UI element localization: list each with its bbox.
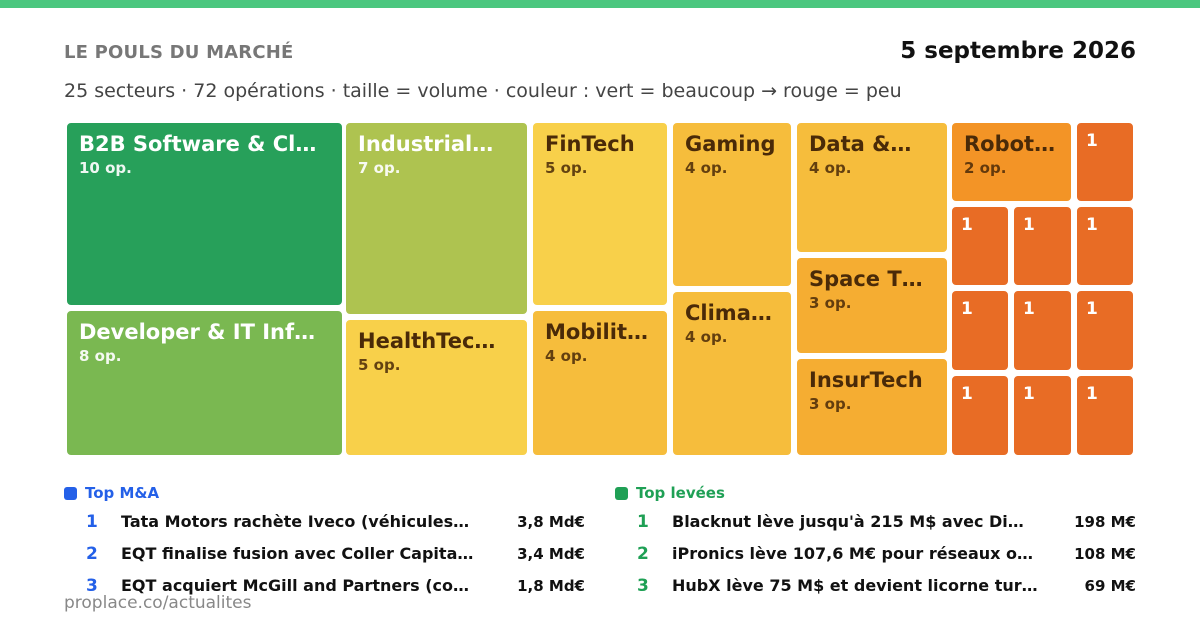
tile-sector-name: InsurTech — [809, 368, 923, 392]
tile-count-label: 4 op. — [685, 159, 728, 177]
treemap-tile: FinTech 5 op. — [530, 120, 670, 308]
top-ma-marker-icon — [64, 486, 77, 500]
tile-sector-name: Industrial… — [358, 132, 494, 156]
top-ma-amount: 1,8 Md€ — [517, 577, 585, 595]
treemap-tile: 1 — [1011, 204, 1074, 288]
footer-url: proplace.co/actualites — [64, 593, 252, 613]
tile-count-label: 1 — [1086, 131, 1098, 151]
top-ma-amount: 3,8 Md€ — [517, 513, 585, 531]
top-ma-headline: EQT finalise fusion avec Coller Capita… — [121, 544, 474, 563]
top-ma-row: 3 EQT acquiert McGill and Partners (co… 1,… — [64, 574, 585, 598]
treemap-tile: Developer & IT Inf… 8 op. — [64, 308, 345, 458]
treemap-tile: 1 — [1011, 373, 1074, 458]
treemap-tile: 1 — [1074, 120, 1136, 204]
tile-count-label: 5 op. — [358, 356, 401, 374]
top-accent-bar — [0, 0, 1200, 8]
treemap-tile: 1 — [1011, 288, 1074, 373]
top-funding-marker-icon — [615, 486, 628, 500]
tile-sector-name: Robot… — [964, 132, 1056, 156]
treemap-tile: Industrial… 7 op. — [343, 120, 530, 317]
tile-sector-name: Data &… — [809, 132, 912, 156]
top-funding-headline: Blacknut lève jusqu'à 215 M$ avec Di… — [672, 512, 1024, 531]
top-ma-row: 2 EQT finalise fusion avec Coller Capita…… — [64, 542, 585, 566]
treemap-tile: Gaming 4 op. — [670, 120, 794, 289]
tile-sector-name: Gaming — [685, 132, 776, 156]
treemap-tile: 1 — [949, 288, 1011, 373]
treemap-tile: 1 — [1074, 373, 1136, 458]
top-funding-rank: 3 — [637, 576, 649, 596]
tile-count-label: 5 op. — [545, 159, 588, 177]
top-ma-headline: Tata Motors rachète Iveco (véhicules… — [121, 512, 470, 531]
top-ma-rank: 1 — [86, 512, 98, 532]
tile-sector-name: Clima… — [685, 301, 772, 325]
top-funding-rank: 2 — [637, 544, 649, 564]
tile-count-label: 3 op. — [809, 294, 852, 312]
tile-count-label: 2 op. — [964, 159, 1007, 177]
tile-sector-name: Mobilit… — [545, 320, 648, 344]
top-funding-headline: HubX lève 75 M$ et devient licorne tur… — [672, 576, 1038, 595]
top-funding-amount: 69 M€ — [1084, 577, 1136, 595]
tile-count-label: 7 op. — [358, 159, 401, 177]
tile-count-label: 1 — [961, 299, 973, 319]
treemap-tile: 1 — [949, 204, 1011, 288]
tile-count-label: 8 op. — [79, 347, 122, 365]
tile-count-label: 1 — [1023, 215, 1035, 235]
treemap-tile: Clima… 4 op. — [670, 289, 794, 458]
tile-count-label: 1 — [1023, 299, 1035, 319]
page-date: 5 septembre 2026 — [900, 38, 1136, 64]
treemap-tile: Space T… 3 op. — [794, 255, 950, 356]
top-ma-rank: 3 — [86, 576, 98, 596]
page-subtitle: 25 secteurs · 72 opérations · taille = v… — [64, 80, 902, 102]
tile-count-label: 1 — [961, 384, 973, 404]
top-funding-row: 1 Blacknut lève jusqu'à 215 M$ avec Di… 19… — [615, 510, 1136, 534]
treemap-tile: Mobilit… 4 op. — [530, 308, 670, 458]
top-ma-rank: 2 — [86, 544, 98, 564]
tile-count-label: 1 — [1086, 299, 1098, 319]
treemap-tile: Data &… 4 op. — [794, 120, 950, 255]
tile-count-label: 1 — [961, 215, 973, 235]
top-funding-title: Top levées — [636, 484, 725, 502]
tile-count-label: 4 op. — [685, 328, 728, 346]
top-ma-title: Top M&A — [85, 484, 160, 502]
tile-count-label: 4 op. — [809, 159, 852, 177]
top-funding-row: 2 iPronics lève 107,6 M€ pour réseaux o… 1… — [615, 542, 1136, 566]
top-ma-list: Top M&A 1 Tata Motors rachète Iveco (véhi… — [64, 484, 585, 596]
treemap-tile: B2B Software & Cl… 10 op. — [64, 120, 345, 308]
treemap-tile: InsurTech 3 op. — [794, 356, 950, 458]
treemap-tile: 1 — [1074, 288, 1136, 373]
sector-treemap: B2B Software & Cl… 10 op. Developer & IT I… — [64, 120, 1136, 458]
top-funding-rank: 1 — [637, 512, 649, 532]
top-ma-amount: 3,4 Md€ — [517, 545, 585, 563]
tile-sector-name: HealthTec… — [358, 329, 496, 353]
top-funding-list: Top levées 1 Blacknut lève jusqu'à 215 M$… — [615, 484, 1136, 596]
top-funding-header: Top levées — [615, 484, 1136, 502]
tile-sector-name: FinTech — [545, 132, 635, 156]
treemap-tile: Robot… 2 op. — [949, 120, 1074, 204]
top-funding-amount: 108 M€ — [1074, 545, 1136, 563]
tile-count-label: 1 — [1023, 384, 1035, 404]
top-funding-amount: 198 M€ — [1074, 513, 1136, 531]
tile-count-label: 4 op. — [545, 347, 588, 365]
treemap-tile: HealthTec… 5 op. — [343, 317, 530, 458]
tile-count-label: 1 — [1086, 215, 1098, 235]
tile-count-label: 10 op. — [79, 159, 132, 177]
top-funding-row: 3 HubX lève 75 M$ et devient licorne tur…… — [615, 574, 1136, 598]
tile-count-label: 1 — [1086, 384, 1098, 404]
tile-sector-name: Developer & IT Inf… — [79, 320, 316, 344]
top-ma-header: Top M&A — [64, 484, 585, 502]
treemap-tile: 1 — [1074, 204, 1136, 288]
tile-sector-name: B2B Software & Cl… — [79, 132, 317, 156]
tile-count-label: 3 op. — [809, 395, 852, 413]
tile-sector-name: Space T… — [809, 267, 923, 291]
top-ma-row: 1 Tata Motors rachète Iveco (véhicules… 3,… — [64, 510, 585, 534]
top-funding-headline: iPronics lève 107,6 M€ pour réseaux o… — [672, 544, 1034, 563]
treemap-tile: 1 — [949, 373, 1011, 458]
page-kicker: LE POULS DU MARCHÉ — [64, 42, 294, 63]
